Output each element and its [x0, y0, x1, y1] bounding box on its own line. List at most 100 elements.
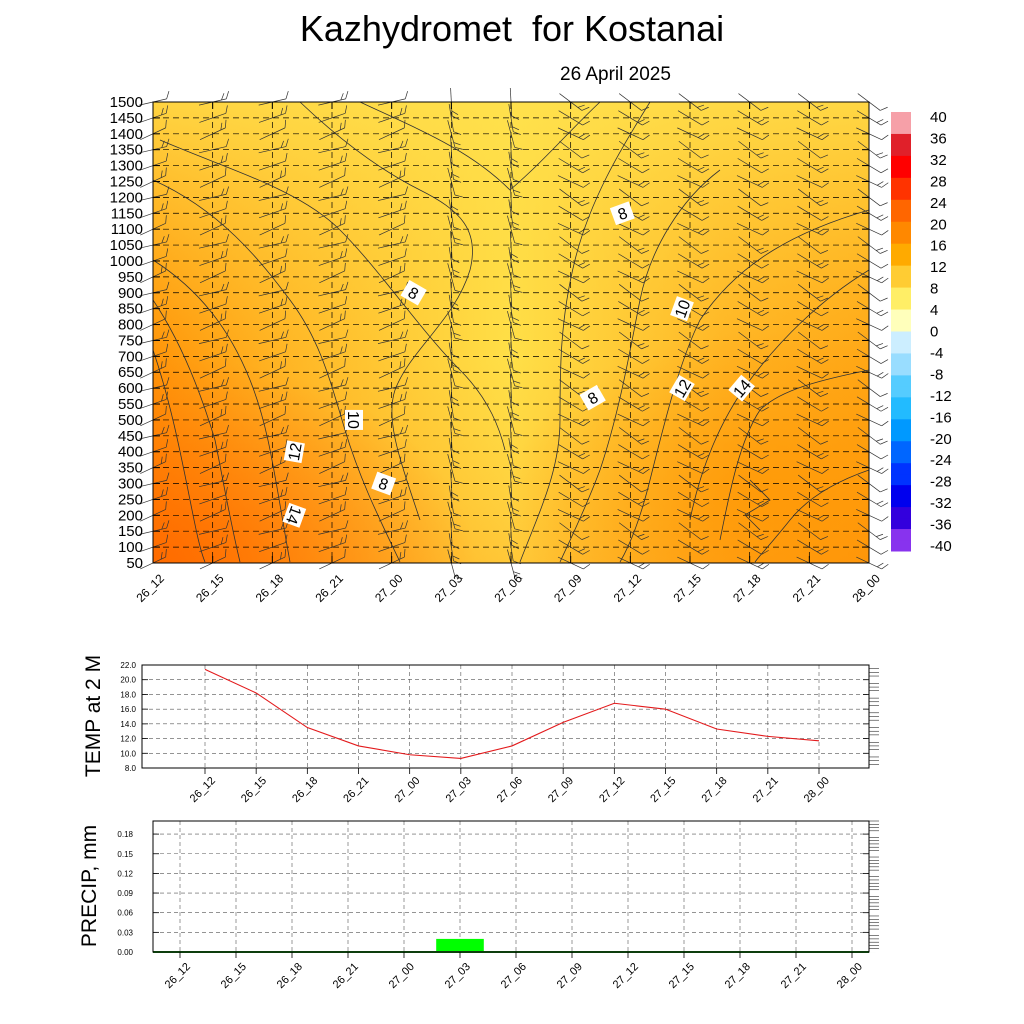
wind-barb: [258, 281, 289, 297]
wind-barb: [618, 284, 650, 302]
colorbar-segment: [891, 353, 911, 365]
wind-barb: [319, 167, 346, 188]
wind-barb: [448, 342, 462, 374]
x-tick-label: 26_21: [312, 571, 346, 605]
colorbar-segment: [891, 232, 911, 245]
wind-barb: [378, 310, 406, 331]
wind-barb: [508, 199, 521, 231]
temp-y-tick-label: 20.0: [120, 676, 136, 685]
precip-x-tick-label: 26_18: [275, 961, 305, 991]
wind-barb: [797, 301, 829, 317]
wind-barb: [618, 379, 650, 397]
colorbar-segment: [891, 199, 911, 212]
wind-barb: [199, 105, 228, 123]
wind-barb: [618, 253, 650, 269]
temperature-series-line: [204, 668, 820, 759]
wind-barb: [797, 427, 829, 445]
wind-barb: [318, 186, 349, 201]
precip-y-tick-label: 0.03: [117, 928, 133, 937]
wind-barb: [617, 366, 650, 379]
wind-barb: [199, 215, 227, 236]
wind-barb: [319, 310, 346, 331]
contour-label: 8: [579, 384, 606, 411]
wind-barb: [448, 294, 462, 326]
wind-barb: [736, 127, 770, 141]
wind-barb: [199, 439, 228, 457]
wind-barb: [678, 331, 709, 350]
x-tick-label: 26_15: [193, 571, 227, 605]
y-tick-label: 1350: [110, 142, 143, 159]
wind-barb: [378, 119, 406, 141]
wind-barb: [618, 427, 650, 445]
colorbar-segment: [891, 177, 911, 190]
colorbar-segment: [891, 221, 911, 234]
colorbar-segment: [891, 419, 911, 431]
wind-barb: [378, 534, 407, 552]
wind-barb: [737, 301, 769, 317]
precip-x-tick-label: 27_21: [779, 961, 809, 991]
colorbar-segment: [891, 155, 911, 168]
colorbar-label: 16: [930, 238, 947, 255]
wind-barb: [738, 140, 769, 159]
colorbar-segment: [891, 430, 911, 442]
wind-barb: [558, 253, 590, 269]
wind-barb: [318, 248, 348, 266]
wind-barb: [557, 222, 591, 236]
wind-barb: [447, 120, 463, 150]
wind-barb: [258, 138, 289, 154]
wind-barb: [450, 421, 460, 454]
wind-barb: [259, 119, 287, 141]
colorbar-segment: [891, 112, 911, 124]
x-tick-label: 27_03: [432, 571, 466, 605]
wind-barb: [797, 522, 829, 540]
wind-barb: [557, 461, 591, 474]
wind-barb: [378, 153, 407, 171]
wind-barb: [507, 358, 523, 389]
y-tick-label: 950: [118, 269, 143, 286]
y-tick-label: 800: [118, 317, 143, 334]
wind-barb: [198, 520, 229, 535]
colorbar-label: 36: [930, 130, 947, 147]
wind-barb: [198, 377, 229, 392]
wind-barb: [378, 486, 407, 505]
colorbar-segment: [891, 342, 911, 354]
wind-barb: [450, 469, 460, 502]
wind-barb: [618, 539, 650, 555]
contour-label: 8: [609, 201, 635, 226]
wind-barb: [378, 453, 406, 474]
wind-barb: [736, 366, 770, 379]
wind-barb: [738, 284, 769, 302]
wind-barb: [737, 348, 769, 364]
wind-barb: [377, 520, 408, 535]
wind-barb: [507, 501, 523, 532]
wind-barb: [797, 348, 829, 364]
colorbar-segment: [891, 386, 911, 398]
colorbar-label: 8: [930, 281, 938, 298]
y-tick-label: 300: [118, 476, 143, 493]
precip-y-tick-label: 0.18: [117, 830, 133, 839]
wind-barb: [677, 461, 710, 474]
wind-barb: [319, 501, 346, 522]
contour-label-text: 14: [282, 504, 304, 527]
wind-barb: [199, 262, 227, 284]
colorbar-segment: [891, 408, 911, 420]
wind-barb: [677, 110, 710, 126]
wind-barb: [509, 517, 520, 550]
wind-barb: [797, 253, 829, 269]
wind-barb: [678, 284, 709, 302]
y-tick-label: 850: [118, 301, 143, 318]
wind-barb: [447, 501, 463, 532]
wind-barb: [509, 326, 520, 359]
y-tick-label: 600: [118, 380, 143, 397]
wind-barb: [447, 215, 463, 246]
wind-barb: [448, 104, 462, 135]
colorbar-segment: [891, 122, 911, 135]
wind-barb: [797, 396, 829, 412]
colorbar-label: 4: [930, 302, 938, 319]
wind-barb: [199, 486, 228, 505]
y-tick-label: 500: [118, 412, 143, 429]
wind-barb: [508, 247, 521, 278]
wind-barb: [318, 200, 348, 219]
wind-barb: [677, 491, 710, 507]
chart-title: Kazhydromet for Kostanai: [299, 8, 725, 49]
